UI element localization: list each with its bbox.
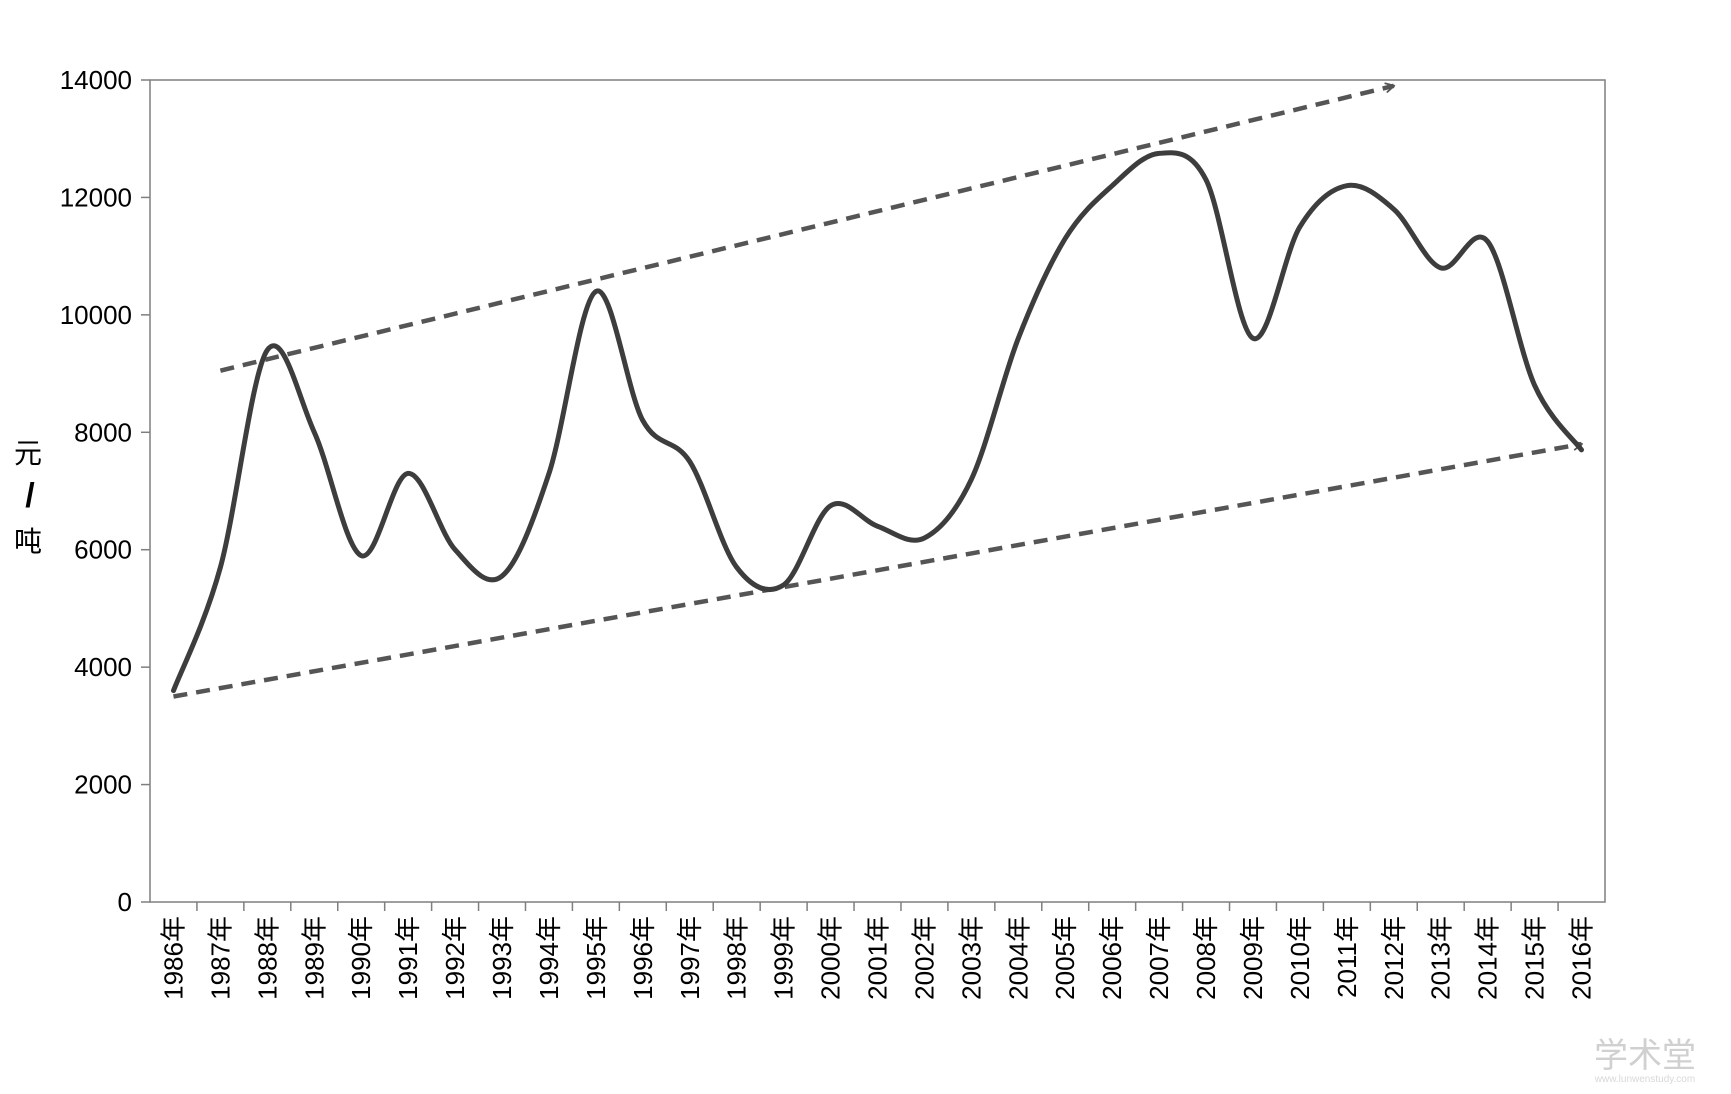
series-line (171, 150, 1584, 694)
x-tick-label: 1998年 (722, 916, 752, 1000)
watermark-url: www.lunwenstudy.com (1594, 1074, 1695, 1085)
x-tick-label: 2015年 (1520, 916, 1550, 1000)
x-tick-label: 2006年 (1097, 916, 1127, 1000)
x-tick-label: 1986年 (158, 916, 188, 1000)
trend-line-lower (173, 440, 1583, 699)
x-tick-label: 2001年 (863, 916, 893, 1000)
y-tick-label: 6000 (74, 535, 132, 565)
x-tick-label: 1990年 (346, 916, 376, 1000)
y-tick-label: 8000 (74, 417, 132, 447)
y-tick-label: 2000 (74, 770, 132, 800)
x-tick-label: 2002年 (909, 916, 939, 1000)
x-axis: 1986年 1987年 1988年 1989年 1990年 1991年 1992年 1993年… (158, 902, 1597, 1000)
x-tick-label: 2007年 (1144, 916, 1174, 1000)
x-tick-label: 2012年 (1379, 916, 1409, 1000)
watermark-text: 学术堂 (1594, 1037, 1696, 1075)
series-group (171, 150, 1584, 694)
x-tick-label: 2003年 (956, 916, 986, 1000)
plot-area (149, 79, 1606, 903)
x-tick-label: 2000年 (816, 916, 846, 1000)
y-axis-label-part: 元 (14, 438, 42, 469)
y-axis-label: 元 / 吨 (14, 438, 42, 557)
trend-lines (173, 82, 1583, 699)
x-tick-label: 1989年 (299, 916, 329, 1000)
x-tick-label: 1993年 (487, 916, 517, 1000)
x-tick-label: 1999年 (769, 916, 799, 1000)
y-axis-label-part: 吨 (14, 526, 42, 557)
x-tick-label: 1994年 (534, 916, 564, 1000)
x-tick-label: 1988年 (252, 916, 282, 1000)
y-axis-label-slash: / (25, 477, 35, 515)
x-tick-label: 1991年 (393, 916, 423, 1000)
y-tick-label: 12000 (60, 182, 132, 212)
x-tick-label: 2013年 (1426, 916, 1456, 1000)
trend-line-upper (219, 82, 1396, 373)
watermark: 学术堂 www.lunwenstudy.com (1594, 1037, 1696, 1085)
y-tick-label: 14000 (60, 65, 132, 95)
x-tick-label: 2008年 (1191, 916, 1221, 1000)
x-tick-label: 1996年 (628, 916, 658, 1000)
y-tick-label: 0 (118, 887, 132, 917)
y-tick-label: 10000 (60, 300, 132, 330)
y-axis: 0 2000 4000 6000 8000 10000 12000 14000 (60, 65, 150, 917)
x-tick-label: 2005年 (1050, 916, 1080, 1000)
x-tick-label: 1987年 (205, 916, 235, 1000)
y-tick-label: 4000 (74, 652, 132, 682)
x-tick-label: 1997年 (675, 916, 705, 1000)
x-tick-label: 2016年 (1567, 916, 1597, 1000)
x-tick-label: 2014年 (1473, 916, 1503, 1000)
x-tick-label: 2011年 (1332, 916, 1362, 998)
x-tick-label: 1995年 (581, 916, 611, 1000)
x-tick-label: 2010年 (1285, 916, 1315, 1000)
x-tick-label: 2009年 (1238, 916, 1268, 1000)
x-tick-label: 2004年 (1003, 916, 1033, 1000)
x-tick-label: 1992年 (440, 916, 470, 1000)
